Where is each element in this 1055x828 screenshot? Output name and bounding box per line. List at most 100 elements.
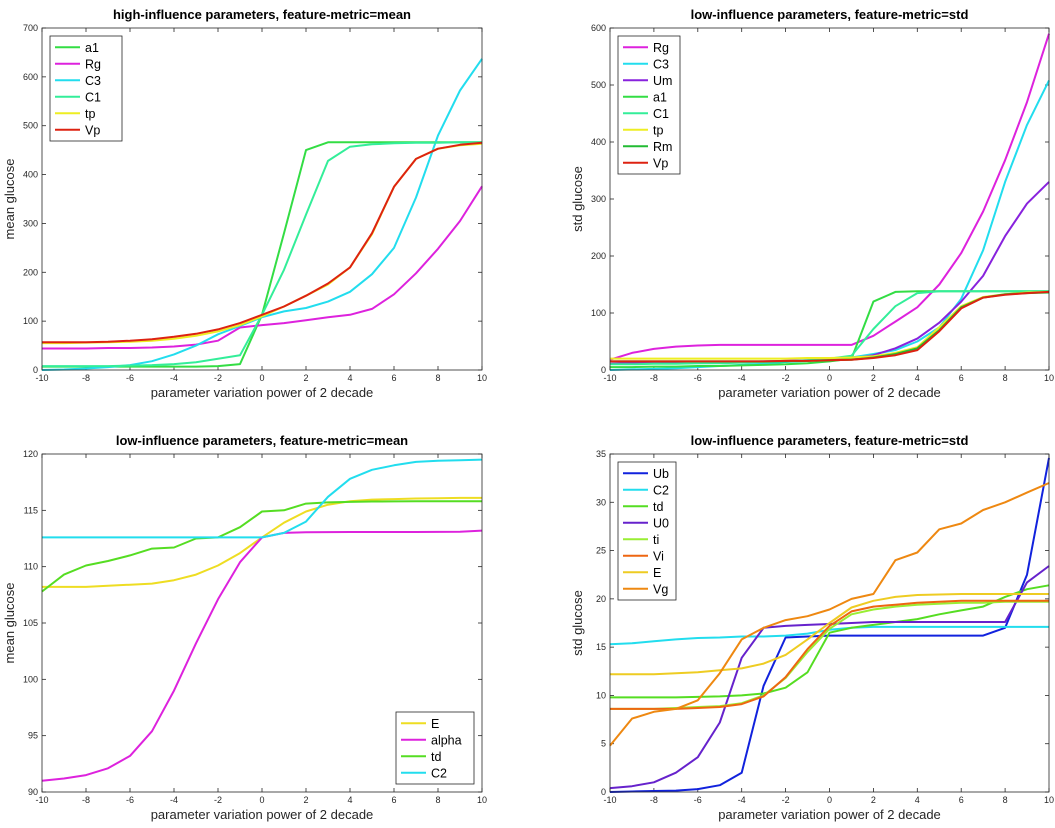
- legend-box: [617, 461, 677, 601]
- y-tick-label: 600: [23, 72, 38, 82]
- x-tick-label: 8: [1003, 795, 1008, 805]
- y-tick-label: 100: [591, 308, 606, 318]
- x-tick-label: 4: [915, 373, 920, 383]
- y-tick-label: 500: [591, 80, 606, 90]
- x-axis-label: parameter variation power of 2 decade: [718, 385, 941, 400]
- series-line-Vi: [610, 599, 1049, 710]
- legend-label: Rg: [653, 41, 669, 55]
- chart-panel: -10 -8 -6 -4 -2 0 2 4 6 8 10 90 95 100 105 110 115 120 low…: [2, 433, 487, 822]
- series-line-Rg: [609, 33, 1050, 361]
- legend-label: alpha: [431, 733, 462, 747]
- y-tick-label: 30: [596, 497, 606, 507]
- y-axis-label: std glucose: [570, 166, 585, 232]
- legend-label: td: [653, 500, 663, 514]
- x-tick-label: 2: [303, 373, 308, 383]
- y-tick-label: 100: [23, 674, 38, 684]
- x-tick-label: 6: [959, 795, 964, 805]
- legend-label: ti: [653, 533, 659, 547]
- legend-label: Rm: [653, 140, 672, 154]
- x-tick-label: -4: [738, 373, 746, 383]
- series-line-Vp: [610, 290, 1050, 363]
- x-tick-label: -10: [603, 795, 616, 805]
- legend: Ub C2 td U0 ti Vi E Vg: [617, 461, 677, 601]
- x-tick-label: 2: [303, 795, 308, 805]
- x-tick-label: 4: [347, 795, 352, 805]
- y-tick-label: 500: [23, 121, 38, 131]
- y-tick-label: 100: [23, 316, 38, 326]
- legend-label: Vp: [85, 123, 100, 137]
- legend-label: C3: [85, 74, 101, 88]
- x-tick-label: -6: [126, 795, 134, 805]
- y-tick-label: 0: [601, 365, 606, 375]
- series-line-td: [41, 500, 482, 593]
- x-tick-label: -6: [126, 373, 134, 383]
- y-tick-label: 35: [596, 449, 606, 459]
- legend-label: Vi: [653, 549, 664, 563]
- x-tick-label: -10: [35, 795, 48, 805]
- x-axis-label: parameter variation power of 2 decade: [151, 807, 374, 822]
- y-tick-label: 20: [596, 594, 606, 604]
- x-tick-label: 8: [435, 373, 440, 383]
- series-line-Rg: [42, 185, 483, 350]
- legend-label: tp: [85, 107, 95, 121]
- x-tick-label: -10: [35, 373, 48, 383]
- legend-label: C2: [653, 483, 669, 497]
- x-tick-label: 8: [1003, 373, 1008, 383]
- legend-label: C3: [653, 57, 669, 71]
- y-tick-label: 200: [591, 251, 606, 261]
- x-tick-label: 0: [259, 373, 264, 383]
- legend-label: Vp: [653, 156, 668, 170]
- plot-area: [610, 28, 1049, 370]
- series-line-Vg: [609, 482, 1050, 747]
- series-line-C2: [42, 458, 483, 539]
- y-tick-label: 300: [23, 218, 38, 228]
- legend-label: C2: [431, 766, 447, 780]
- legend-label: Vg: [653, 582, 668, 596]
- chart-title: low-influence parameters, feature-metric…: [691, 433, 969, 448]
- legend-label: E: [431, 717, 439, 731]
- series-line-E: [610, 593, 1049, 676]
- legend-label: td: [431, 750, 441, 764]
- y-tick-label: 15: [596, 642, 606, 652]
- y-tick-label: 5: [601, 739, 606, 749]
- y-tick-label: 0: [33, 365, 38, 375]
- x-tick-label: 10: [1044, 373, 1054, 383]
- legend-label: Um: [653, 74, 672, 88]
- y-tick-label: 105: [23, 618, 38, 628]
- y-tick-label: 95: [28, 731, 38, 741]
- legend-label: E: [653, 566, 661, 580]
- chart-title: low-influence parameters, feature-metric…: [116, 433, 408, 448]
- x-tick-label: 10: [477, 795, 487, 805]
- x-tick-label: -2: [782, 795, 790, 805]
- x-axis-label: parameter variation power of 2 decade: [718, 807, 941, 822]
- x-tick-label: 6: [391, 795, 396, 805]
- y-axis-label: std glucose: [570, 590, 585, 656]
- x-tick-label: 0: [259, 795, 264, 805]
- series-line-Vp: [42, 141, 483, 344]
- y-tick-label: 110: [24, 562, 38, 572]
- y-tick-label: 115: [24, 505, 38, 515]
- axes-box: [609, 27, 1050, 371]
- y-tick-label: 700: [23, 23, 38, 33]
- x-tick-label: -2: [782, 373, 790, 383]
- axes-box: [609, 453, 1050, 793]
- x-tick-label: 2: [871, 373, 876, 383]
- legend-label: a1: [85, 41, 99, 55]
- y-axis-label: mean glucose: [2, 583, 17, 664]
- x-tick-label: -2: [214, 373, 222, 383]
- chart-panel: -10 -8 -6 -4 -2 0 2 4 6 8 100100200300400500600low…: [570, 7, 1054, 400]
- axes-box: [41, 453, 483, 793]
- x-tick-label: 4: [915, 795, 920, 805]
- legend-label: U0: [653, 516, 669, 530]
- legend-label: a1: [653, 90, 667, 104]
- chart-title: high-influence parameters, feature-metri…: [113, 7, 411, 22]
- x-tick-label: -4: [738, 795, 746, 805]
- legend-label: C1: [653, 107, 669, 121]
- y-tick-label: 25: [596, 546, 606, 556]
- legend-box: [617, 35, 681, 175]
- y-tick-label: 90: [28, 787, 38, 797]
- y-tick-label: 400: [591, 137, 606, 147]
- x-tick-label: -2: [214, 795, 222, 805]
- x-tick-label: -8: [82, 373, 90, 383]
